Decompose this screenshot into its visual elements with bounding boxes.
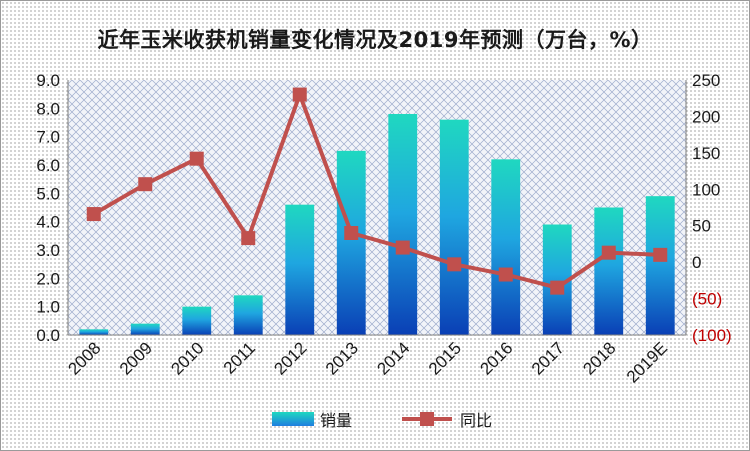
legend-swatch-yoy-marker xyxy=(420,412,434,426)
x-tick-label: 2014 xyxy=(373,338,413,378)
x-tick-label: 2019E xyxy=(623,338,671,386)
bar-2009 xyxy=(130,323,160,335)
x-tick-label: 2009 xyxy=(116,338,156,378)
bar-2012 xyxy=(285,204,315,335)
bar-2013 xyxy=(336,150,366,335)
x-tick-label: 2016 xyxy=(476,338,516,378)
plot-area xyxy=(68,80,686,335)
left-tick-label: 4.0 xyxy=(36,213,60,232)
left-tick-label: 3.0 xyxy=(36,241,60,260)
left-tick-label: 9.0 xyxy=(36,71,60,90)
yoy-marker-2009 xyxy=(138,177,153,192)
yoy-marker-2019E xyxy=(653,247,668,262)
yoy-marker-2014 xyxy=(395,240,410,255)
right-tick-label: 0 xyxy=(692,253,701,272)
legend-label-sales: 销量 xyxy=(320,411,352,430)
x-tick-label: 2013 xyxy=(322,338,362,378)
right-tick-label: (100) xyxy=(692,326,732,345)
yoy-marker-2011 xyxy=(241,231,256,246)
yoy-marker-2015 xyxy=(447,257,462,272)
right-tick-label: 100 xyxy=(692,180,720,199)
x-tick-label: 2008 xyxy=(64,338,104,378)
yoy-marker-2017 xyxy=(550,280,565,295)
yoy-marker-2010 xyxy=(189,151,204,166)
left-tick-label: 1.0 xyxy=(36,298,60,317)
left-tick-label: 8.0 xyxy=(36,99,60,118)
left-tick-label: 2.0 xyxy=(36,269,60,288)
left-tick-label: 5.0 xyxy=(36,184,60,203)
bar-2010 xyxy=(182,306,212,335)
right-tick-label: 50 xyxy=(692,217,711,236)
bar-2015 xyxy=(439,119,469,336)
bar-2018 xyxy=(594,207,624,335)
yoy-marker-2016 xyxy=(498,267,513,282)
right-tick-label: 200 xyxy=(692,107,720,126)
legend-label-yoy: 同比 xyxy=(460,411,492,430)
bar-2008 xyxy=(79,329,109,335)
bar-2011 xyxy=(233,295,263,335)
yoy-marker-2013 xyxy=(344,226,359,240)
yoy-line xyxy=(92,92,661,290)
yoy-marker-2008 xyxy=(86,207,101,222)
left-tick-label: 7.0 xyxy=(36,128,60,147)
yoy-marker-2012 xyxy=(292,87,307,102)
left-tick-label: 0.0 xyxy=(36,326,60,345)
right-tick-label: 150 xyxy=(692,144,720,163)
x-tick-label: 2012 xyxy=(270,338,310,378)
x-tick-label: 2017 xyxy=(528,338,568,378)
bar-2019E xyxy=(645,196,675,335)
right-tick-label: 250 xyxy=(692,71,720,90)
x-tick-label: 2010 xyxy=(167,338,207,378)
x-tick-label: 2011 xyxy=(220,338,259,377)
bar-2016 xyxy=(491,159,521,335)
legend-swatch-sales xyxy=(272,412,314,426)
x-tick-label: 2015 xyxy=(425,338,465,378)
bar-2014 xyxy=(388,114,418,335)
yoy-marker-2018 xyxy=(601,245,616,260)
right-tick-label: (50) xyxy=(692,290,722,309)
chart-title: 近年玉米收获机销量变化情况及2019年预测（万台，%） xyxy=(97,28,653,52)
left-tick-label: 6.0 xyxy=(36,156,60,175)
x-tick-label: 2018 xyxy=(579,338,619,378)
